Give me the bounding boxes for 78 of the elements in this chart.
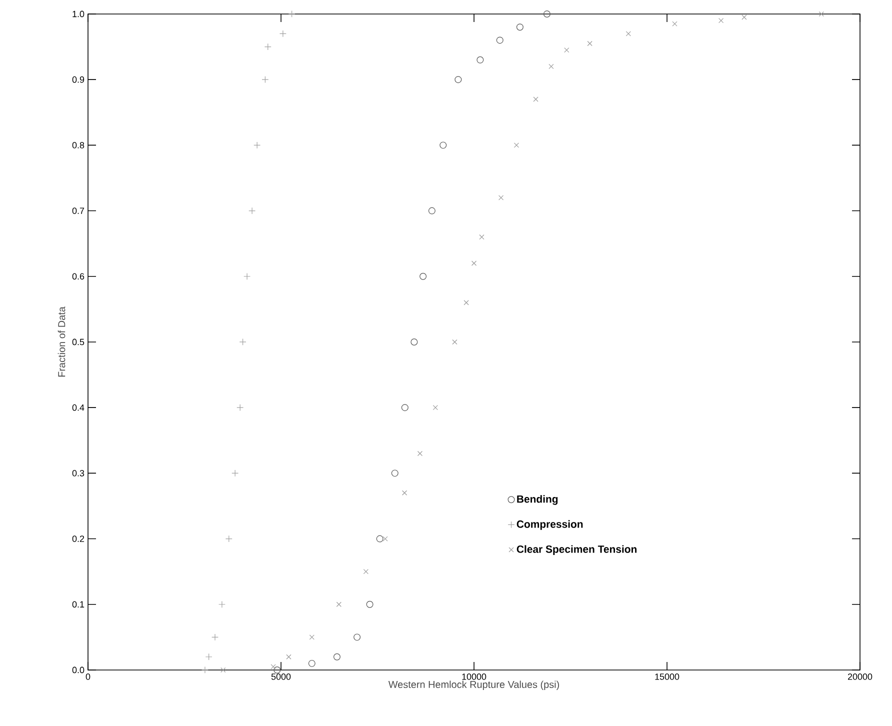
point	[376, 535, 384, 542]
point	[366, 600, 374, 608]
point	[363, 569, 368, 574]
point	[471, 260, 477, 266]
point	[205, 653, 212, 660]
point	[410, 338, 418, 346]
x-tick-label: 10000	[462, 674, 486, 680]
point	[452, 339, 458, 345]
point	[232, 470, 239, 477]
point	[244, 272, 251, 280]
point	[333, 653, 340, 660]
point	[401, 404, 408, 412]
point	[336, 602, 342, 607]
y-tick-label: 0.4	[72, 404, 84, 411]
point	[496, 36, 504, 44]
point	[514, 142, 520, 148]
legend-label: Clear Specimen Tension	[516, 545, 637, 555]
point	[201, 666, 208, 674]
point	[564, 48, 570, 53]
point	[274, 666, 281, 674]
point	[212, 634, 218, 641]
point	[464, 300, 469, 306]
point	[543, 10, 550, 18]
point	[432, 405, 438, 410]
y-axis-title: Fraction of Data	[58, 306, 66, 377]
point	[248, 207, 256, 214]
point	[286, 654, 292, 660]
point	[479, 234, 484, 240]
y-tick-label: 1.0	[72, 10, 84, 18]
legend-label: Bending	[517, 495, 558, 505]
x-tick-label: 20000	[848, 674, 872, 680]
x-tick-label: 15000	[655, 674, 680, 680]
point	[417, 450, 423, 456]
y-tick-label: 0.0	[72, 666, 84, 674]
point	[626, 31, 631, 36]
y-tick-label: 0.3	[72, 470, 84, 476]
y-tick-label: 0.2	[72, 536, 84, 542]
point	[420, 272, 427, 280]
point	[587, 40, 592, 46]
y-tick-label: 0.6	[72, 273, 84, 280]
x-axis-title: Western Hemlock Rupture Values (psi)	[388, 680, 560, 690]
point	[672, 21, 678, 26]
point	[742, 14, 747, 20]
point	[262, 76, 269, 84]
point	[254, 142, 261, 149]
point	[225, 535, 232, 542]
point	[236, 404, 244, 412]
y-tick-label: 0.8	[72, 142, 84, 148]
point	[476, 56, 484, 64]
point	[818, 11, 824, 17]
point	[264, 43, 272, 50]
point	[454, 76, 462, 84]
point	[533, 96, 538, 102]
point	[548, 64, 554, 70]
point	[308, 660, 316, 667]
point	[354, 634, 361, 641]
y-tick-label: 0.9	[72, 76, 84, 83]
point	[239, 338, 246, 346]
point	[279, 30, 286, 38]
legend-label: Compression	[516, 520, 583, 530]
y-tick-label: 0.7	[72, 208, 84, 214]
point	[440, 142, 447, 149]
point	[309, 634, 314, 640]
point	[718, 18, 724, 24]
x-tick-label: 0	[86, 674, 90, 680]
point	[428, 207, 436, 214]
point	[270, 664, 276, 670]
point	[516, 24, 524, 31]
point	[288, 10, 296, 18]
point	[498, 195, 504, 200]
y-tick-label: 0.5	[72, 338, 84, 346]
x-tick-label: 5000	[271, 674, 291, 680]
point	[402, 490, 408, 496]
point	[220, 667, 226, 673]
point	[218, 600, 226, 608]
point	[391, 470, 398, 477]
point	[382, 536, 388, 542]
y-tick-label: 0.1	[72, 601, 84, 608]
